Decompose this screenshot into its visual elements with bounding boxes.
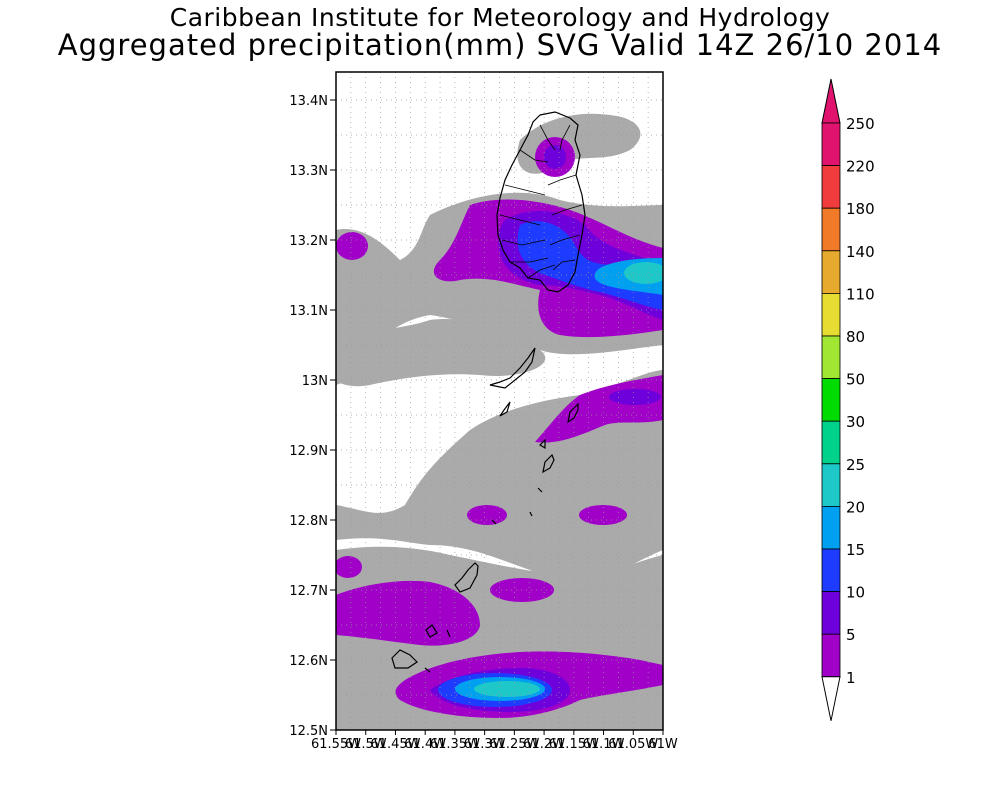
colorbar-label: 25 bbox=[846, 456, 865, 474]
lon-tick-label: 61.5W bbox=[345, 737, 387, 752]
colorbar-swatch bbox=[821, 250, 841, 294]
lon-tick-label: 61.1W bbox=[583, 737, 625, 752]
map-frame bbox=[335, 71, 664, 731]
colorbar-swatch bbox=[821, 292, 841, 337]
colorbar-swatch bbox=[821, 207, 841, 252]
lon-tick-label: 61.55W bbox=[311, 737, 361, 752]
island-rivers bbox=[499, 124, 583, 279]
colorbar-label: 50 bbox=[846, 371, 865, 389]
colorbar-label: 110 bbox=[846, 285, 875, 303]
mayreau-islet bbox=[491, 511, 533, 525]
colorbar-label: 15 bbox=[846, 541, 865, 559]
lat-tick-label: 13.4N bbox=[289, 94, 328, 109]
lon-tick-label: 61.05W bbox=[608, 737, 658, 752]
colorbar-swatch bbox=[821, 505, 841, 550]
colorbar-swatch bbox=[821, 548, 841, 592]
colorbar-label: 20 bbox=[846, 498, 865, 516]
petit-martinique-island bbox=[391, 649, 431, 673]
precipitation-field bbox=[336, 113, 663, 730]
lon-tick-label: 61.2W bbox=[523, 737, 565, 752]
colorbar-label: 80 bbox=[846, 328, 865, 346]
lon-tick-label: 61.45W bbox=[370, 737, 420, 752]
coastlines bbox=[391, 111, 586, 673]
colorbar-swatch bbox=[821, 420, 841, 465]
colorbar-label: 250 bbox=[846, 115, 875, 133]
colorbar-top-arrow bbox=[821, 78, 841, 124]
lat-tick-label: 12.8N bbox=[289, 514, 328, 529]
lat-tick-label: 13N bbox=[302, 374, 328, 389]
longitude-axis: 61.55W61.5W61.45W61.4W61.35W61.3W61.25W6… bbox=[311, 730, 678, 752]
lon-tick-label: 61.35W bbox=[430, 737, 480, 752]
lat-tick-label: 12.5N bbox=[289, 724, 328, 739]
union-island bbox=[454, 562, 479, 593]
latitude-axis: 13.4N 13.3N 13.2N 13.1N 13N 12.9N 12.8N 12.7N 12… bbox=[289, 94, 336, 739]
lon-tick-label: 61.15W bbox=[549, 737, 599, 752]
chart-title: Caribbean Institute for Meteorology and … bbox=[169, 3, 831, 32]
canouan-island bbox=[537, 438, 546, 493]
precip-cyan-regions bbox=[474, 262, 663, 697]
colorbar-label: 140 bbox=[846, 243, 875, 261]
carriacou-island bbox=[425, 624, 451, 638]
colorbar-swatch bbox=[821, 633, 841, 678]
lat-tick-label: 12.7N bbox=[289, 584, 328, 599]
colorbar-label: 5 bbox=[846, 626, 856, 644]
saint-vincent-island bbox=[496, 111, 586, 293]
lat-tick-label: 12.9N bbox=[289, 444, 328, 459]
small-islet-b bbox=[542, 453, 555, 474]
colorbar-label: 10 bbox=[846, 584, 865, 602]
colorbar-swatch bbox=[821, 378, 841, 422]
lon-tick-label: 61.3W bbox=[464, 737, 506, 752]
colorbar-swatch bbox=[821, 463, 841, 507]
lat-tick-label: 13.1N bbox=[289, 304, 328, 319]
colorbar-bottom-arrow bbox=[821, 676, 841, 721]
colorbar-swatch bbox=[821, 122, 841, 166]
chart-subtitle: Aggregated precipitation(mm) SVG Valid 1… bbox=[57, 28, 943, 62]
colorbar-swatch bbox=[821, 335, 841, 379]
colorbar-swatch bbox=[821, 165, 841, 209]
lat-tick-label: 13.2N bbox=[289, 234, 328, 249]
colorbar-label: 220 bbox=[846, 158, 875, 176]
bequia-island bbox=[489, 347, 536, 389]
lon-tick-label: 61.4W bbox=[404, 737, 446, 752]
mustique-island bbox=[567, 402, 579, 424]
colorbar-label: 30 bbox=[846, 413, 865, 431]
precipitation-colorbar: 250 220 180 140 110 80 50 30 25 20 15 10 5 1 bbox=[821, 78, 875, 721]
colorbar-label: 180 bbox=[846, 200, 875, 218]
colorbar-swatch bbox=[821, 591, 841, 635]
colorbar-label: 1 bbox=[846, 669, 856, 687]
lat-tick-label: 13.3N bbox=[289, 164, 328, 179]
lon-tick-label: 61W bbox=[648, 737, 678, 752]
lon-tick-label: 61.25W bbox=[489, 737, 539, 752]
small-islet-a bbox=[499, 401, 511, 417]
lat-tick-label: 12.6N bbox=[289, 654, 328, 669]
